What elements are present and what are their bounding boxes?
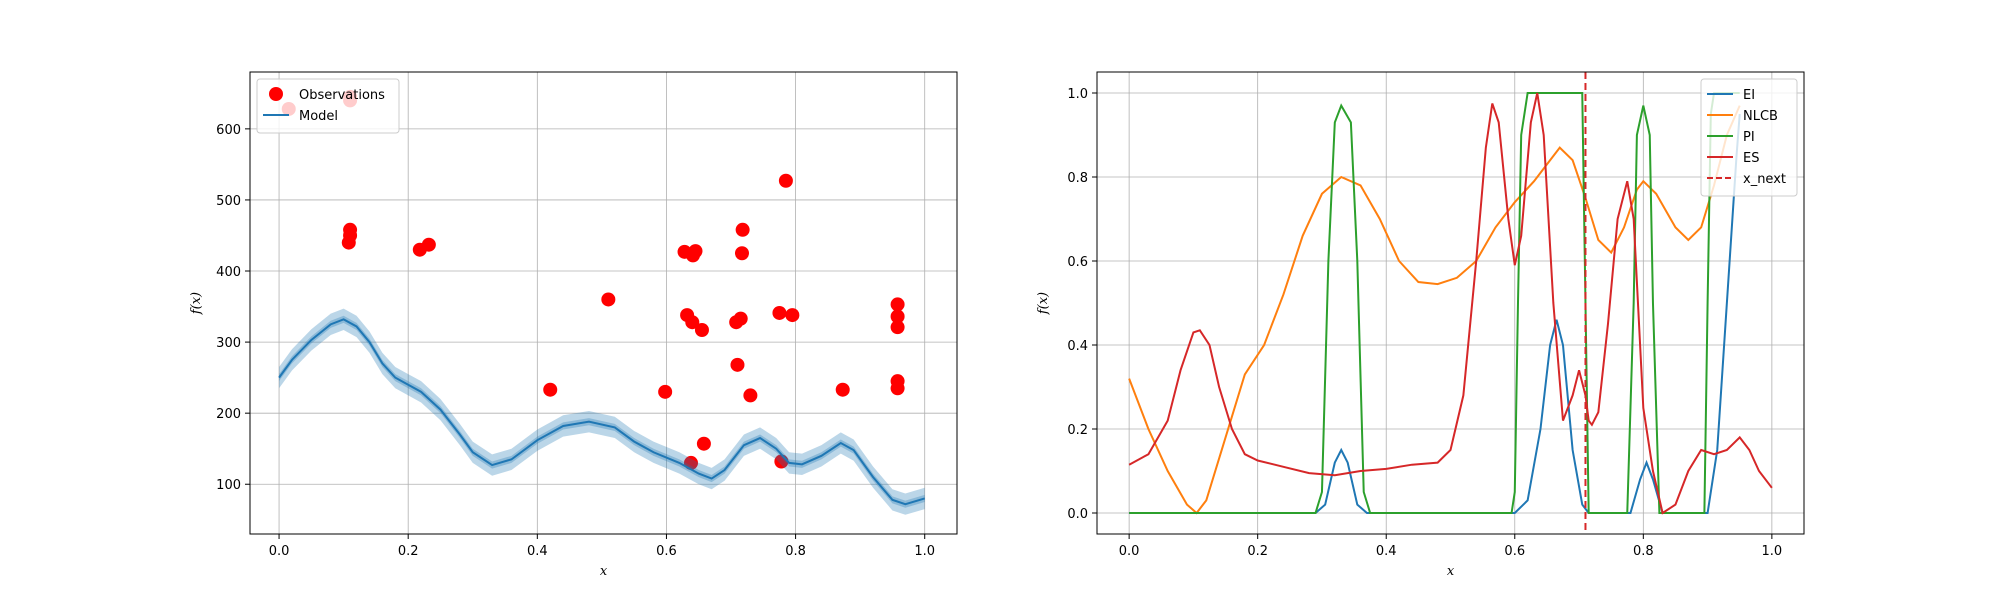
left-ytick-label: 600 xyxy=(216,123,241,138)
left-chart-panel: 0.0 0.2 0.4 0.6 0.8 1.0 100 200 300 400 500 600 x f(x… xyxy=(189,71,958,579)
left-xtick-label: 0.6 xyxy=(656,544,677,559)
left-series-observations-point xyxy=(890,297,905,312)
right-legend-ei-label: EI xyxy=(1743,88,1755,103)
left-xtick-label: 0.4 xyxy=(527,544,548,559)
left-series-observations-point xyxy=(890,320,905,335)
left-series-observations-point xyxy=(785,308,800,323)
right-ytick-label: 0.2 xyxy=(1067,423,1088,438)
right-legend-x-next-label: x_next xyxy=(1743,172,1786,187)
right-xtick-label: 1.0 xyxy=(1762,544,1783,559)
right-legend-nlcb-label: NLCB xyxy=(1743,109,1778,124)
right-ytick-label: 0.4 xyxy=(1067,339,1088,354)
left-plot-area xyxy=(278,89,925,515)
left-ytick-label: 400 xyxy=(216,265,241,280)
right-axes-frame xyxy=(1096,71,1805,535)
left-ytick-label: 300 xyxy=(216,336,241,351)
left-series-observations-point xyxy=(421,237,436,252)
left-series-observations-point xyxy=(735,222,750,237)
left-legend: Observations Model xyxy=(256,78,400,134)
right-chart-panel: 0.0 0.2 0.4 0.6 0.8 1.0 0.0 0.2 0.4 0.6 0.8 1.0 x f(x… xyxy=(1036,71,1805,579)
right-y-axis-label: f(x) xyxy=(1036,292,1051,315)
left-series-observations-point xyxy=(543,382,558,397)
left-series-observations-point xyxy=(733,311,748,326)
left-axes-frame xyxy=(249,71,958,535)
left-legend-observations-marker xyxy=(269,87,283,101)
right-xtick-label: 0.6 xyxy=(1504,544,1525,559)
right-xtick-label: 0.4 xyxy=(1376,544,1397,559)
right-legend-es-label: ES xyxy=(1743,151,1759,166)
right-xtick-label: 0.0 xyxy=(1119,544,1140,559)
right-series-es-line xyxy=(1128,92,1773,515)
left-legend-model-label: Model xyxy=(299,109,338,124)
right-ytick-label: 1.0 xyxy=(1067,87,1088,102)
right-x-axis-label: x xyxy=(1447,564,1455,579)
left-series-observations-point xyxy=(658,384,673,399)
left-series-model-line xyxy=(278,318,925,506)
left-x-axis-label: x xyxy=(600,564,608,579)
left-series-observations-point xyxy=(694,323,709,338)
right-series-nlcb-line xyxy=(1128,105,1741,515)
left-series-observations-point xyxy=(688,244,703,259)
left-series-observations-point xyxy=(778,173,793,188)
right-ytick-label: 0.6 xyxy=(1067,255,1088,270)
left-series-observations-point xyxy=(772,305,787,320)
left-ytick-label: 500 xyxy=(216,194,241,209)
left-ytick-label: 200 xyxy=(216,407,241,422)
right-legend-box xyxy=(1700,78,1798,197)
left-series-observations-point xyxy=(734,246,749,261)
right-plot-area xyxy=(1128,72,1773,534)
left-legend-observations-label: Observations xyxy=(299,88,385,103)
right-legend-pi-label: PI xyxy=(1743,130,1755,145)
left-ytick-label: 100 xyxy=(216,478,241,493)
left-series-observations-point xyxy=(743,388,758,403)
left-series-observations-point xyxy=(685,315,700,330)
left-series-observations-point xyxy=(696,436,711,451)
left-series-observations-point xyxy=(730,357,745,372)
left-xtick-label: 1.0 xyxy=(914,544,935,559)
left-series-observations-point xyxy=(835,382,850,397)
left-series-observations-point xyxy=(890,309,905,324)
right-series-pi-line xyxy=(1129,92,1740,514)
right-ytick-label: 0.0 xyxy=(1067,507,1088,522)
right-ytick-label: 0.8 xyxy=(1067,171,1088,186)
right-xtick-label: 0.8 xyxy=(1633,544,1654,559)
left-series-model-confidence-band xyxy=(279,308,925,515)
left-series-observations-point xyxy=(890,381,905,396)
left-series-observations-point xyxy=(601,292,616,307)
left-series-observations-point xyxy=(341,235,356,250)
left-xtick-label: 0.2 xyxy=(398,544,419,559)
left-y-axis-label: f(x) xyxy=(189,292,204,315)
left-legend-box xyxy=(256,78,400,134)
left-xtick-label: 0.0 xyxy=(269,544,290,559)
left-xtick-label: 0.8 xyxy=(785,544,806,559)
right-legend: EI NLCB PI ES x_next xyxy=(1700,78,1798,197)
right-xtick-label: 0.2 xyxy=(1247,544,1268,559)
